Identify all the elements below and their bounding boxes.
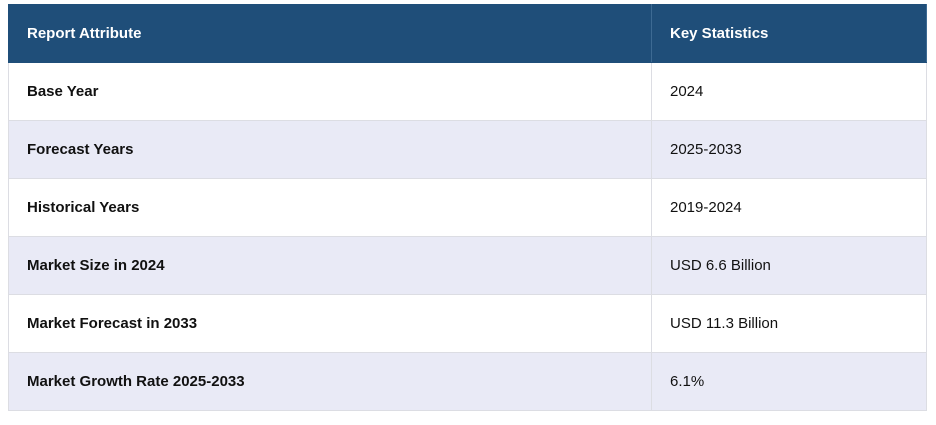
statistic-cell: 2025-2033 [651,120,927,179]
table-row: Market Forecast in 2033 USD 11.3 Billion [8,294,927,353]
table-row: Market Size in 2024 USD 6.6 Billion [8,236,927,295]
statistic-cell: 2024 [651,62,927,121]
header-cell: Report Attribute [8,4,652,63]
attribute-cell: Market Forecast in 2033 [8,294,652,353]
attribute-cell: Forecast Years [8,120,652,179]
statistic-cell: USD 11.3 Billion [651,294,927,353]
attribute-cell: Historical Years [8,178,652,237]
attribute-cell: Base Year [8,62,652,121]
report-table: Report Attribute Key Statistics Base Yea… [8,4,927,411]
header-cell: Key Statistics [651,4,927,63]
statistic-cell: USD 6.6 Billion [651,236,927,295]
table-container: Report Attribute Key Statistics Base Yea… [8,4,927,411]
attribute-cell: Market Size in 2024 [8,236,652,295]
header-row: Report Attribute Key Statistics [8,4,927,63]
table-row: Market Growth Rate 2025-2033 6.1% [8,352,927,411]
statistic-cell: 6.1% [651,352,927,411]
table-body: Base Year 2024 Forecast Years 2025-2033 Hist… [8,62,927,411]
table-row: Forecast Years 2025-2033 [8,120,927,179]
table-row: Base Year 2024 [8,62,927,121]
statistic-cell: 2019-2024 [651,178,927,237]
table-row: Historical Years 2019-2024 [8,178,927,237]
attribute-cell: Market Growth Rate 2025-2033 [8,352,652,411]
table-header: Report Attribute Key Statistics [8,4,927,63]
